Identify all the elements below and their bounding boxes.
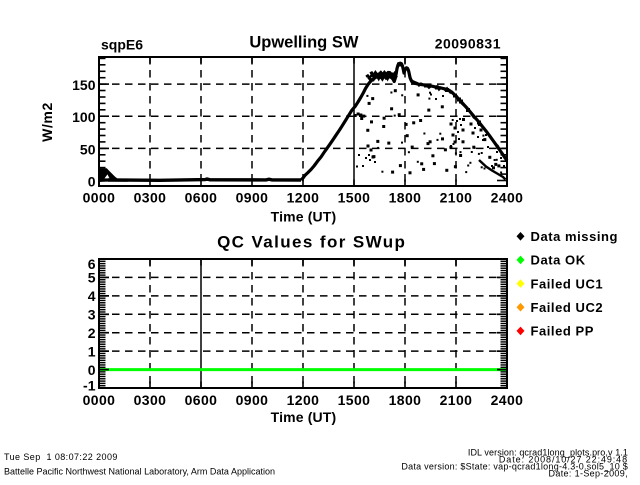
svg-text:Data OK: Data OK [531, 253, 586, 268]
svg-text:Battelle Pacific Northwest Nat: Battelle Pacific Northwest National Labo… [4, 466, 275, 476]
svg-text:0900: 0900 [236, 190, 269, 206]
svg-text:0300: 0300 [134, 392, 167, 408]
svg-text:0600: 0600 [185, 190, 218, 206]
svg-text:0900: 0900 [236, 392, 269, 408]
svg-text:0300: 0300 [134, 190, 167, 206]
svg-text:6: 6 [88, 256, 96, 272]
svg-text:Date: 2008/10/27 22:49:48: Date: 2008/10/27 22:49:48 [499, 454, 628, 464]
svg-text:100: 100 [72, 109, 96, 125]
svg-text:1: 1 [88, 343, 96, 359]
svg-text:IDL version: qcrad1long_plots.: IDL version: qcrad1long_plots.pro,v 1.1 [468, 447, 628, 457]
svg-text:2400: 2400 [491, 190, 524, 206]
svg-text:W/m2: W/m2 [39, 102, 55, 142]
svg-text:1200: 1200 [287, 392, 320, 408]
svg-text:1500: 1500 [338, 392, 371, 408]
svg-text:1500: 1500 [338, 190, 371, 206]
svg-text:Tue Sep 1 08:07:22 2009: Tue Sep 1 08:07:22 2009 [4, 452, 118, 462]
svg-text:Time (UT): Time (UT) [271, 409, 337, 425]
svg-text:50: 50 [80, 141, 96, 157]
svg-text:150: 150 [72, 77, 96, 93]
svg-text:Failed PP: Failed PP [531, 324, 594, 339]
svg-text:Data missing: Data missing [531, 229, 619, 244]
svg-text:1800: 1800 [389, 190, 422, 206]
svg-text:Upwelling SW: Upwelling SW [249, 34, 359, 52]
svg-text:QC Values for SWup: QC Values for SWup [217, 233, 406, 252]
svg-text:5: 5 [88, 270, 96, 286]
svg-text:2400: 2400 [491, 392, 524, 408]
svg-text:0: 0 [88, 174, 96, 190]
svg-text:2100: 2100 [440, 392, 473, 408]
svg-text:2100: 2100 [440, 190, 473, 206]
svg-text:1200: 1200 [287, 190, 320, 206]
svg-text:-1: -1 [83, 378, 96, 394]
svg-text:sqpE6: sqpE6 [101, 36, 143, 52]
svg-text:Failed UC2: Failed UC2 [531, 300, 604, 315]
svg-text:2: 2 [88, 325, 96, 341]
svg-text:1800: 1800 [389, 392, 422, 408]
svg-text:Data version: $State: vap-qcra: Data version: $State: vap-qcrad1long-4.3… [401, 462, 628, 472]
svg-text:0000: 0000 [83, 392, 116, 408]
svg-text:0: 0 [88, 362, 96, 378]
svg-text:4: 4 [88, 288, 96, 304]
svg-text:20090831: 20090831 [435, 36, 501, 52]
svg-text:3: 3 [88, 307, 96, 323]
svg-text:0000: 0000 [83, 190, 116, 206]
svg-text:Failed UC1: Failed UC1 [531, 276, 604, 291]
svg-text:Time (UT): Time (UT) [271, 209, 337, 225]
svg-text:0600: 0600 [185, 392, 218, 408]
svg-text:Date: 1-Sep-2009,: Date: 1-Sep-2009, [549, 469, 629, 479]
